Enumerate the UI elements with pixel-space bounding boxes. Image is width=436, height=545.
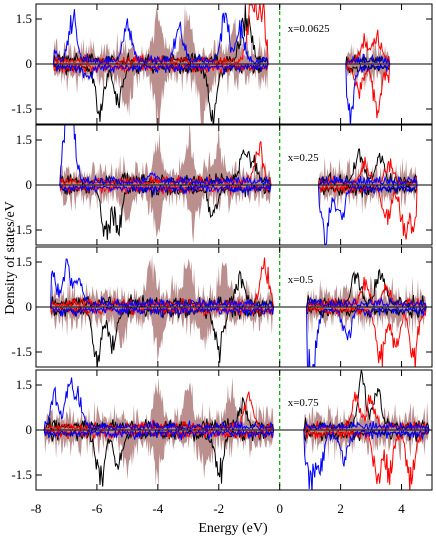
- y-tick-label: -1.5: [11, 344, 32, 359]
- panel-plot-area: [36, 125, 432, 245]
- x-tick-label: 2: [337, 501, 344, 516]
- x-tick-label: -2: [213, 501, 224, 516]
- panel-4: 1.5 0 -1.5 x=0.75: [11, 369, 433, 491]
- x-axis-title: Energy (eV): [198, 521, 268, 536]
- panel-1: 1.5 0 -1.5 x=0.0625: [11, 3, 433, 125]
- y-tick-label: 1.5: [16, 377, 32, 392]
- y-axis-title: Density of states/eV: [3, 201, 18, 315]
- y-tick-label: -1.5: [11, 101, 32, 116]
- blue-dos-line-down: [36, 62, 432, 124]
- y-tick-label: 1.5: [16, 132, 32, 147]
- panel-label-text: x=0.5: [288, 274, 314, 286]
- total-dos-area-up: [36, 376, 432, 430]
- y-tick-label: 0: [26, 177, 33, 192]
- panel-label-text: x=0.0625: [288, 23, 330, 35]
- total-dos-area-down: [36, 185, 432, 244]
- panel-label-text: x=0.25: [288, 152, 319, 164]
- x-tick-label: -6: [92, 501, 103, 516]
- x-tick-label: -8: [31, 501, 42, 516]
- total-dos-area-up: [36, 125, 432, 185]
- x-axis-ticks: -8 -6 -4 -2 0 2 4: [31, 501, 406, 516]
- blue-dos-line-down: [36, 306, 432, 367]
- blue-dos-line-up: [36, 377, 432, 432]
- x-tick-label: 0: [276, 501, 283, 516]
- black-dos-line-up: [36, 268, 432, 308]
- total-dos-area-up: [36, 4, 432, 65]
- y-tick-label: -1.5: [11, 222, 32, 237]
- red-dos-line-up: [36, 391, 432, 432]
- blue-dos-line-down: [36, 183, 432, 245]
- blue-dos-line-up: [36, 258, 432, 309]
- total-dos-area-down: [36, 64, 432, 124]
- total-dos-area-down: [36, 430, 432, 489]
- blue-dos-line-down: [36, 428, 432, 490]
- y-tick-label: -1.5: [11, 467, 32, 482]
- blue-dos-line-up: [36, 9, 432, 65]
- panel-plot-area: [36, 4, 432, 124]
- panel-label-text: x=0.75: [288, 397, 319, 409]
- total-dos-area-down: [36, 307, 432, 363]
- x-tick-label: -4: [152, 501, 163, 516]
- panel-plot-area: [36, 254, 432, 367]
- total-dos-area-up: [36, 254, 432, 307]
- panel-2: 1.5 0 -1.5 x=0.25: [11, 124, 433, 246]
- y-tick-label: 0: [26, 422, 33, 437]
- y-tick-label: 0: [26, 56, 33, 71]
- y-tick-label: 1.5: [16, 254, 32, 269]
- y-tick-label: 0: [26, 299, 33, 314]
- y-tick-label: 1.5: [16, 11, 32, 26]
- x-tick-label: 4: [398, 501, 405, 516]
- panel-3: 1.5 0 -1.5 x=0.5: [11, 246, 433, 368]
- panels-group: 1.5 0 -1.5 x=0.0625 1.5 0 -1.5 x=0.25 1.5 0 -1.5 x=…: [11, 3, 433, 491]
- panel-plot-area: [36, 370, 432, 490]
- red-dos-line-down: [36, 306, 432, 367]
- blue-dos-line-up: [36, 125, 432, 187]
